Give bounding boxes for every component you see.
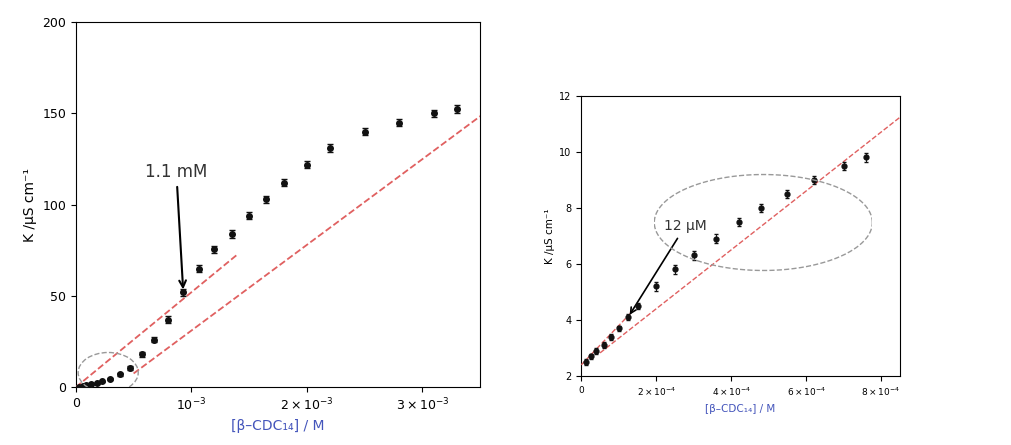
- Text: 1.1 mM: 1.1 mM: [146, 163, 207, 287]
- Y-axis label: K /µS cm⁻¹: K /µS cm⁻¹: [22, 168, 36, 242]
- X-axis label: [β–CDC₁₄] / M: [β–CDC₁₄] / M: [706, 404, 775, 414]
- Text: 12 µM: 12 µM: [631, 219, 707, 313]
- X-axis label: [β–CDC₁₄] / M: [β–CDC₁₄] / M: [232, 419, 325, 433]
- Y-axis label: K /µS cm⁻¹: K /µS cm⁻¹: [545, 208, 555, 263]
